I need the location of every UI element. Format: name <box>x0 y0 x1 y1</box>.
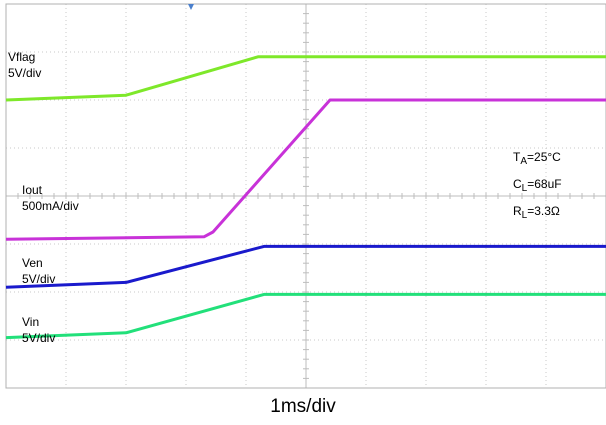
waveform-traces <box>5 55 606 340</box>
timebase-label: 1ms/div <box>270 396 336 417</box>
plot-frame <box>5 3 606 389</box>
ambient-temp-annotation: TA=25°C <box>513 150 561 167</box>
iout-scale-label: 500mA/div <box>22 199 79 213</box>
iout-name-label: Iout <box>22 183 43 197</box>
oscilloscope-plot: Vflag 5V/div Iout 500mA/div Ven 5V/div V… <box>5 3 606 389</box>
load-capacitance-annotation: CL=68uF <box>513 177 562 194</box>
vin-name-label: Vin <box>22 315 39 329</box>
vflag-name-label: Vflag <box>8 50 35 64</box>
trace-vflag <box>5 55 606 102</box>
trace-ven <box>5 244 606 289</box>
trace-vin <box>5 292 606 340</box>
load-resistance-annotation: RL=3.3Ω <box>513 204 560 221</box>
trigger-marker-icon <box>188 4 194 10</box>
trace-iout <box>5 98 606 241</box>
ven-scale-label: 5V/div <box>22 272 55 286</box>
vin-scale-label: 5V/div <box>22 331 55 345</box>
ven-name-label: Ven <box>22 256 43 270</box>
graticule-grid <box>5 3 606 389</box>
vflag-scale-label: 5V/div <box>8 66 41 80</box>
